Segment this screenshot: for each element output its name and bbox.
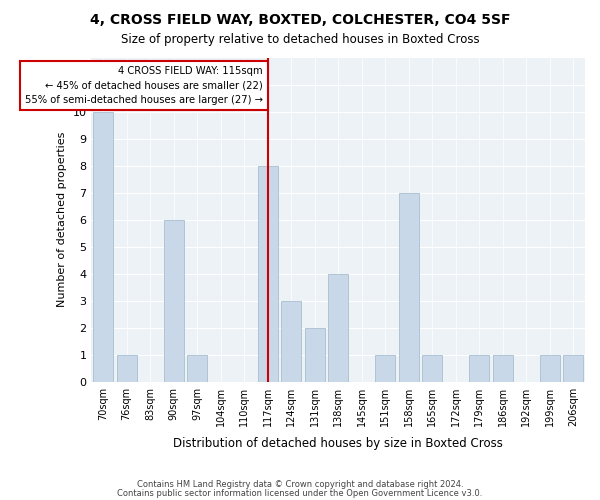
Text: 4 CROSS FIELD WAY: 115sqm
← 45% of detached houses are smaller (22)
55% of semi-: 4 CROSS FIELD WAY: 115sqm ← 45% of detac… bbox=[25, 66, 263, 105]
Bar bbox=[187, 354, 207, 382]
Bar bbox=[375, 354, 395, 382]
Bar bbox=[116, 354, 137, 382]
Bar bbox=[281, 300, 301, 382]
Text: 4, CROSS FIELD WAY, BOXTED, COLCHESTER, CO4 5SF: 4, CROSS FIELD WAY, BOXTED, COLCHESTER, … bbox=[90, 12, 510, 26]
Bar bbox=[493, 354, 513, 382]
Bar bbox=[399, 192, 419, 382]
Text: Size of property relative to detached houses in Boxted Cross: Size of property relative to detached ho… bbox=[121, 32, 479, 46]
Bar bbox=[257, 166, 278, 382]
Bar bbox=[563, 354, 583, 382]
Bar bbox=[422, 354, 442, 382]
Text: Contains HM Land Registry data © Crown copyright and database right 2024.: Contains HM Land Registry data © Crown c… bbox=[137, 480, 463, 489]
Bar bbox=[469, 354, 489, 382]
Bar bbox=[164, 220, 184, 382]
Bar bbox=[93, 112, 113, 382]
Text: Contains public sector information licensed under the Open Government Licence v3: Contains public sector information licen… bbox=[118, 488, 482, 498]
Y-axis label: Number of detached properties: Number of detached properties bbox=[57, 132, 67, 308]
Bar bbox=[328, 274, 348, 382]
Bar bbox=[540, 354, 560, 382]
X-axis label: Distribution of detached houses by size in Boxted Cross: Distribution of detached houses by size … bbox=[173, 437, 503, 450]
Bar bbox=[305, 328, 325, 382]
